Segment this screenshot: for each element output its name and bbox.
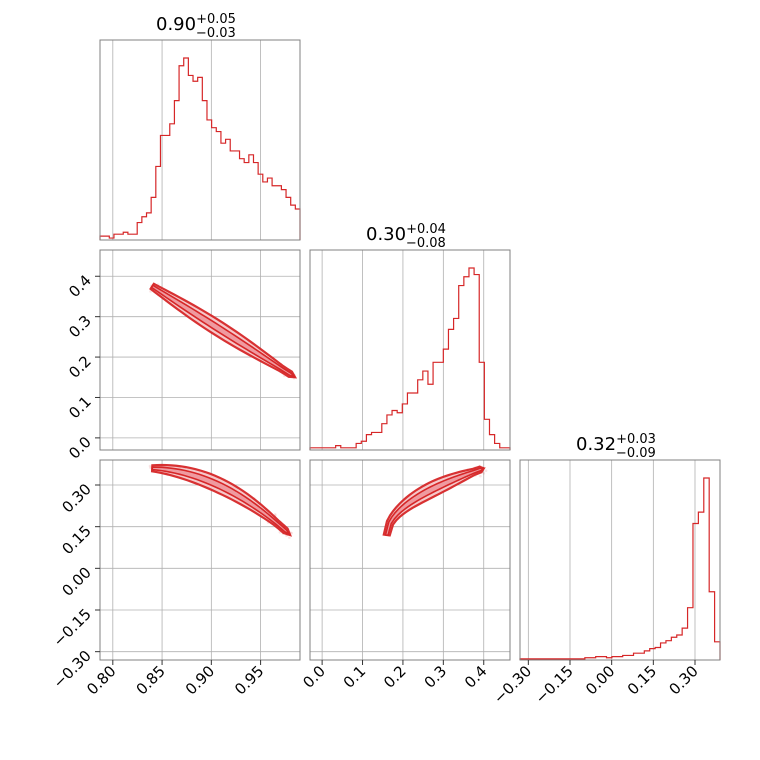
y-tick-label-1-0: 0.0 bbox=[65, 433, 95, 463]
panel-1-1: 0.30+0.04 −0.08 bbox=[309, 222, 511, 451]
x-tick-label-1-3: 0.3 bbox=[421, 662, 451, 692]
histogram-0 bbox=[99, 57, 301, 240]
x-tick-label-0-3: 0.95 bbox=[231, 662, 267, 698]
panel-0-0: 0.90+0.05 −0.03 bbox=[99, 12, 301, 241]
panel-frame bbox=[99, 459, 301, 661]
x-tick-label-2-2: 0.00 bbox=[582, 662, 618, 698]
gridlines bbox=[100, 250, 300, 450]
y-tick-label-2-3: 0.15 bbox=[58, 522, 94, 558]
contour-inner bbox=[151, 466, 291, 536]
panel-frame bbox=[309, 249, 511, 451]
title-minus-1: −0.08 bbox=[406, 236, 446, 251]
histogram-1 bbox=[309, 267, 511, 450]
gridlines bbox=[310, 460, 510, 660]
histogram-2 bbox=[519, 477, 721, 660]
x-tick-label-2-4: 0.30 bbox=[665, 662, 701, 698]
panel-1-0: 0.0 0.1 0.2 0.3 0.4 bbox=[65, 249, 301, 463]
title-2: 0.32+0.03 −0.09 bbox=[576, 432, 656, 461]
x-tick-label-2-0: −0.30 bbox=[490, 662, 535, 707]
y-tick-label-1-4: 0.4 bbox=[65, 271, 95, 301]
y-tick-label-2-1: −0.15 bbox=[50, 605, 95, 650]
panel-frame bbox=[519, 459, 721, 661]
panel-frame bbox=[99, 39, 301, 241]
sample-point bbox=[273, 513, 277, 516]
sample-point bbox=[290, 531, 294, 535]
sample-point bbox=[288, 536, 291, 539]
x-tick-label-1-2: 0.2 bbox=[380, 662, 410, 692]
title-median-2: 0.32 bbox=[576, 434, 616, 455]
panel-2-0: 0.80 0.85 0.90 0.95−0.30−0.150.000.150.30 bbox=[50, 459, 301, 698]
sample-point bbox=[149, 290, 152, 293]
x-tick-label-0-1: 0.85 bbox=[133, 662, 169, 698]
y-tick-label-1-1: 0.1 bbox=[65, 393, 95, 423]
panel-frame bbox=[309, 459, 511, 661]
title-minus-2: −0.09 bbox=[616, 446, 656, 461]
title-0: 0.90+0.05 −0.03 bbox=[156, 12, 236, 41]
x-tick-label-1-0: 0.0 bbox=[299, 662, 329, 692]
sample-point bbox=[482, 472, 486, 475]
contour-inner bbox=[384, 467, 486, 537]
y-tick-label-2-4: 0.30 bbox=[58, 480, 94, 516]
contour-inner bbox=[150, 284, 296, 379]
gridlines bbox=[527, 460, 696, 660]
gridlines bbox=[100, 460, 300, 660]
x-tick-label-2-3: 0.15 bbox=[624, 662, 660, 698]
y-tick-label-2-2: 0.00 bbox=[58, 563, 94, 599]
gridlines bbox=[112, 40, 261, 240]
sample-point bbox=[479, 474, 482, 478]
title-1: 0.30+0.04 −0.08 bbox=[366, 222, 446, 251]
x-tick-label-0-0: 0.80 bbox=[83, 662, 119, 698]
x-tick-label-0-2: 0.90 bbox=[182, 662, 218, 698]
panel-2-2: 0.32+0.03 −0.09 −0.30−0.15 0.00 0.15 0.30 bbox=[490, 432, 721, 707]
sample-point bbox=[484, 469, 488, 472]
y-tick-label-1-2: 0.2 bbox=[65, 352, 95, 382]
contour-outer bbox=[382, 465, 486, 537]
gridlines bbox=[321, 250, 485, 450]
scatter-2-1 bbox=[382, 464, 488, 537]
title-plus-0: +0.05 bbox=[196, 12, 236, 27]
scatter-1-0 bbox=[149, 282, 298, 380]
y-tick-label-1-3: 0.3 bbox=[65, 312, 95, 342]
title-median-1: 0.30 bbox=[366, 224, 406, 245]
scatter-2-0 bbox=[148, 463, 294, 539]
x-tick-label-1-1: 0.1 bbox=[340, 662, 370, 692]
contour-outer bbox=[150, 463, 293, 537]
x-tick-label-1-4: 0.4 bbox=[461, 662, 491, 692]
title-minus-0: −0.03 bbox=[196, 26, 236, 41]
x-tick-label-2-1: −0.15 bbox=[532, 662, 577, 707]
sample-point bbox=[148, 464, 152, 468]
title-plus-1: +0.04 bbox=[406, 222, 446, 237]
title-median-0: 0.90 bbox=[156, 14, 196, 35]
title-plus-2: +0.03 bbox=[616, 432, 656, 447]
panel-2-1: 0.0 0.1 0.2 0.3 0.4 bbox=[299, 459, 511, 692]
panel-frame bbox=[99, 249, 301, 451]
